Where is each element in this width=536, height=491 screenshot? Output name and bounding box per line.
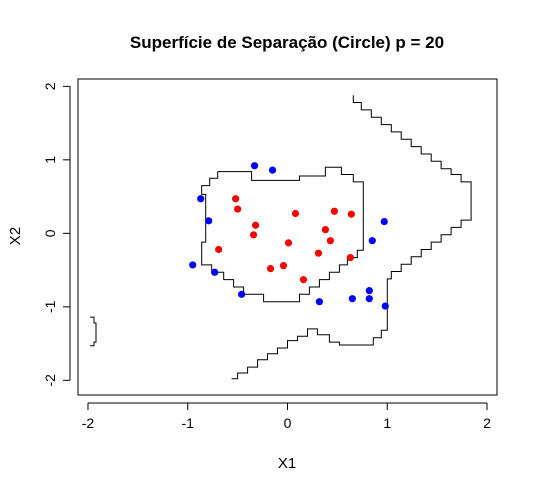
data-point — [251, 221, 260, 229]
x-tick-label: 1 — [383, 415, 391, 431]
data-point — [365, 287, 373, 295]
y-tick-label: 1 — [42, 156, 58, 164]
data-point — [314, 249, 323, 257]
boundary-line — [90, 316, 97, 347]
x-tick-label: 2 — [483, 415, 491, 431]
x-tick-label: -2 — [82, 415, 95, 431]
data-point — [211, 268, 219, 276]
data-point — [238, 290, 246, 298]
boundary-line — [231, 95, 472, 380]
y-tick-label: 2 — [42, 82, 58, 90]
data-point — [234, 205, 242, 213]
data-point — [291, 209, 300, 218]
data-points — [189, 162, 389, 310]
data-point — [232, 195, 240, 203]
data-point — [380, 217, 388, 226]
data-point — [266, 265, 275, 273]
data-point — [279, 262, 288, 270]
data-point — [189, 261, 197, 269]
data-point — [205, 217, 213, 225]
plot-frame — [77, 78, 498, 396]
y-tick-label: -1 — [42, 300, 58, 313]
y-axis: -2 -1 0 1 2 — [42, 82, 71, 387]
data-point — [381, 302, 389, 310]
chart-title: Superfície de Separação (Circle) p = 20 — [130, 33, 444, 52]
data-point — [249, 231, 258, 239]
data-point — [348, 295, 356, 303]
data-point — [215, 245, 223, 254]
data-point — [197, 195, 205, 203]
y-axis-label: X2 — [7, 227, 24, 245]
data-point — [321, 226, 330, 234]
decision-boundary — [90, 95, 472, 380]
data-point — [250, 162, 259, 170]
data-point — [330, 207, 338, 215]
x-axis-label: X1 — [278, 455, 296, 472]
x-tick-label: -1 — [182, 415, 195, 431]
data-point — [299, 276, 308, 284]
data-point — [347, 210, 355, 218]
data-point — [365, 295, 373, 303]
boundary-line — [201, 166, 364, 303]
x-tick-label: 0 — [284, 415, 292, 431]
data-point — [368, 237, 376, 245]
y-tick-label: -2 — [42, 374, 58, 387]
data-point — [315, 298, 324, 306]
data-point — [346, 253, 354, 262]
data-point — [284, 239, 293, 247]
data-point — [268, 166, 277, 174]
data-point — [326, 237, 334, 245]
x-axis: -2 -1 0 1 2 — [82, 402, 491, 431]
y-tick-label: 0 — [42, 229, 58, 237]
